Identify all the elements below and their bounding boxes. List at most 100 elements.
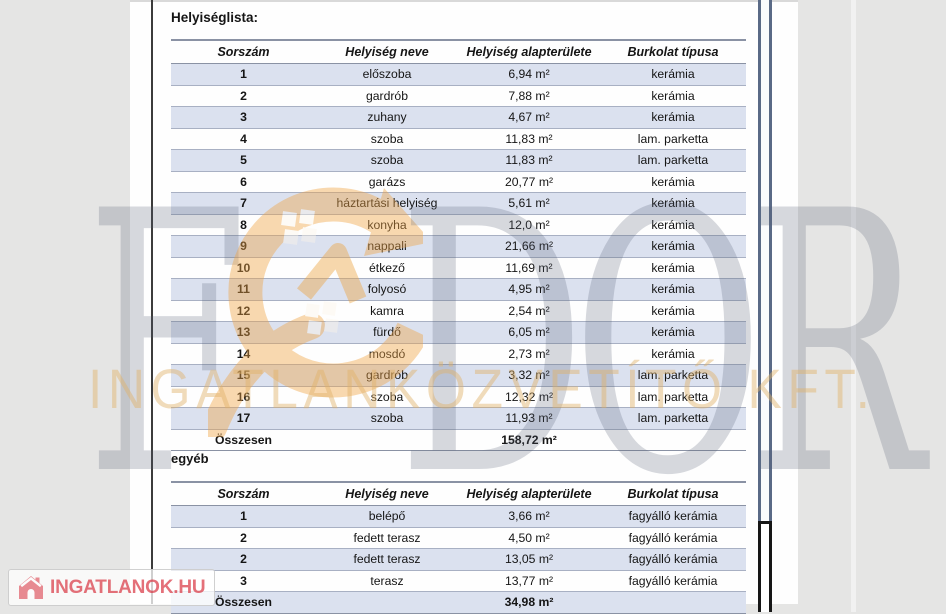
cell-room-name: gardrób <box>365 88 408 103</box>
empty-cell <box>316 429 458 451</box>
total-label: Összesen <box>215 432 272 447</box>
table-row: 15 gardrób 3,32 m² lam. parketta <box>171 364 746 386</box>
cell-room-name: szoba <box>370 131 404 146</box>
cell-sorszam: 17 <box>236 411 251 426</box>
header-flooring-type: Burkolat típusa <box>600 482 746 506</box>
table-row: 2 fedett terasz 4,50 m² fagyálló kerámia <box>171 527 746 549</box>
cell-flooring-type: kerámia <box>651 260 695 275</box>
ingatlanok-logo-badge: INGATLANOK.HU <box>8 569 216 606</box>
cell-floor-area: 4,50 m² <box>508 530 550 545</box>
cell-floor-area: 11,69 m² <box>505 260 553 275</box>
cell-sorszam: 12 <box>236 303 251 318</box>
cell-floor-area: 13,77 m² <box>504 573 554 588</box>
cell-room-name: belépő <box>368 509 406 524</box>
page-title: Helyiséglista: <box>171 10 259 25</box>
table-row: 11 folyosó 4,95 m² kerámia <box>171 278 746 300</box>
cell-sorszam: 1 <box>240 67 247 82</box>
cell-flooring-type: kerámia <box>651 67 695 82</box>
cell-room-name: fedett terasz <box>353 552 421 567</box>
cell-floor-area: 2,54 m² <box>508 303 550 318</box>
table-row: 16 szoba 12,32 m² lam. parketta <box>171 386 746 408</box>
cell-room-name: folyosó <box>367 282 407 297</box>
cell-room-name: nappali <box>367 239 407 254</box>
header-floor-area: Helyiség alapterülete <box>458 482 600 506</box>
table-row: 6 garázs 20,77 m² kerámia <box>171 171 746 193</box>
total-label: Összesen <box>215 595 272 610</box>
cell-flooring-type: fagyálló kerámia <box>628 552 718 567</box>
table-body: 1 belépő 3,66 m² fagyálló kerámia 2 fedett te… <box>171 505 746 592</box>
cell-floor-area: 4,67 m² <box>508 110 550 125</box>
cell-sorszam: 3 <box>240 573 247 588</box>
cell-room-name: szoba <box>370 389 404 404</box>
cell-room-name: zuhany <box>367 110 407 125</box>
cell-flooring-type: kerámia <box>651 303 695 318</box>
cell-flooring-type: lam. parketta <box>637 411 709 426</box>
table-row: 1 belépő 3,66 m² fagyálló kerámia <box>171 505 746 527</box>
table-header-row: Sorszám Helyiség neve Helyiség alapterül… <box>171 40 746 64</box>
cell-sorszam: 11 <box>237 282 250 297</box>
cell-flooring-type: kerámia <box>651 239 695 254</box>
cell-sorszam: 15 <box>236 368 251 383</box>
cell-floor-area: 3,32 m² <box>508 368 550 383</box>
cell-floor-area: 11,93 m² <box>505 411 553 426</box>
cell-floor-area: 12,32 m² <box>504 389 554 404</box>
next-table-corner-border <box>758 521 772 612</box>
cell-room-name: gardrób <box>365 368 408 383</box>
section-egyeb-title: egyéb <box>171 451 209 466</box>
cell-room-name: előszoba <box>362 67 412 82</box>
cell-sorszam: 14 <box>236 346 251 361</box>
table-row: 12 kamra 2,54 m² kerámia <box>171 300 746 322</box>
cell-sorszam: 13 <box>236 325 251 340</box>
header-room-name: Helyiség neve <box>316 482 458 506</box>
header-room-name: Helyiség neve <box>316 40 458 64</box>
cell-room-name: konyha <box>367 217 407 232</box>
cell-flooring-type: lam. parketta <box>637 131 709 146</box>
cell-floor-area: 11,83 m² <box>505 131 553 146</box>
table-row: 2 fedett terasz 13,05 m² fagyálló kerámia <box>171 548 746 570</box>
table-row: 9 nappali 21,66 m² kerámia <box>171 235 746 257</box>
table-row: 4 szoba 11,83 m² lam. parketta <box>171 128 746 150</box>
header-sorszam: Sorszám <box>171 482 316 506</box>
total-value: 158,72 m² <box>501 432 557 447</box>
other-rooms-table: Sorszám Helyiség neve Helyiség alapterül… <box>171 481 746 614</box>
cell-sorszam: 5 <box>240 153 247 168</box>
cell-flooring-type: kerámia <box>651 282 695 297</box>
page-left-border-line <box>151 0 153 604</box>
table-row: 14 mosdó 2,73 m² kerámia <box>171 343 746 365</box>
cell-sorszam: 1 <box>240 509 247 524</box>
table-row: 2 gardrób 7,88 m² kerámia <box>171 85 746 107</box>
cell-sorszam: 2 <box>240 530 247 545</box>
cell-floor-area: 11,83 m² <box>505 153 553 168</box>
scan-right-strip <box>851 0 856 612</box>
table-body: 1 előszoba 6,94 m² kerámia 2 gardrób 7,88 m² ke… <box>171 63 746 429</box>
cell-floor-area: 5,61 m² <box>508 196 550 211</box>
table-row: 3 terasz 13,77 m² fagyálló kerámia <box>171 570 746 592</box>
cell-floor-area: 6,94 m² <box>508 67 550 82</box>
cell-room-name: mosdó <box>368 346 406 361</box>
cell-floor-area: 7,88 m² <box>508 88 550 103</box>
cell-floor-area: 3,66 m² <box>508 509 550 524</box>
cell-room-name: kamra <box>370 303 404 318</box>
cell-flooring-type: fagyálló kerámia <box>628 530 718 545</box>
total-row: Összesen 34,98 m² <box>171 591 746 614</box>
cell-sorszam: 2 <box>240 88 247 103</box>
page-right-double-line <box>758 0 772 521</box>
cell-sorszam: 6 <box>240 174 247 189</box>
table-row: 8 konyha 12,0 m² kerámia <box>171 214 746 236</box>
cell-sorszam: 8 <box>240 217 247 232</box>
table-row: 5 szoba 11,83 m² lam. parketta <box>171 149 746 171</box>
cell-room-name: terasz <box>370 573 404 588</box>
page-top-edge <box>130 0 798 2</box>
cell-floor-area: 6,05 m² <box>508 325 550 340</box>
cell-flooring-type: lam. parketta <box>637 389 709 404</box>
cell-flooring-type: kerámia <box>651 174 695 189</box>
table-row: 10 étkező 11,69 m² kerámia <box>171 257 746 279</box>
total-value: 34,98 m² <box>504 595 554 610</box>
cell-floor-area: 20,77 m² <box>504 174 554 189</box>
empty-cell <box>600 429 746 451</box>
table-row: 17 szoba 11,93 m² lam. parketta <box>171 407 746 429</box>
table-row: 3 zuhany 4,67 m² kerámia <box>171 106 746 128</box>
cell-sorszam: 2 <box>240 552 247 567</box>
cell-sorszam: 4 <box>240 131 247 146</box>
empty-cell <box>316 592 458 614</box>
